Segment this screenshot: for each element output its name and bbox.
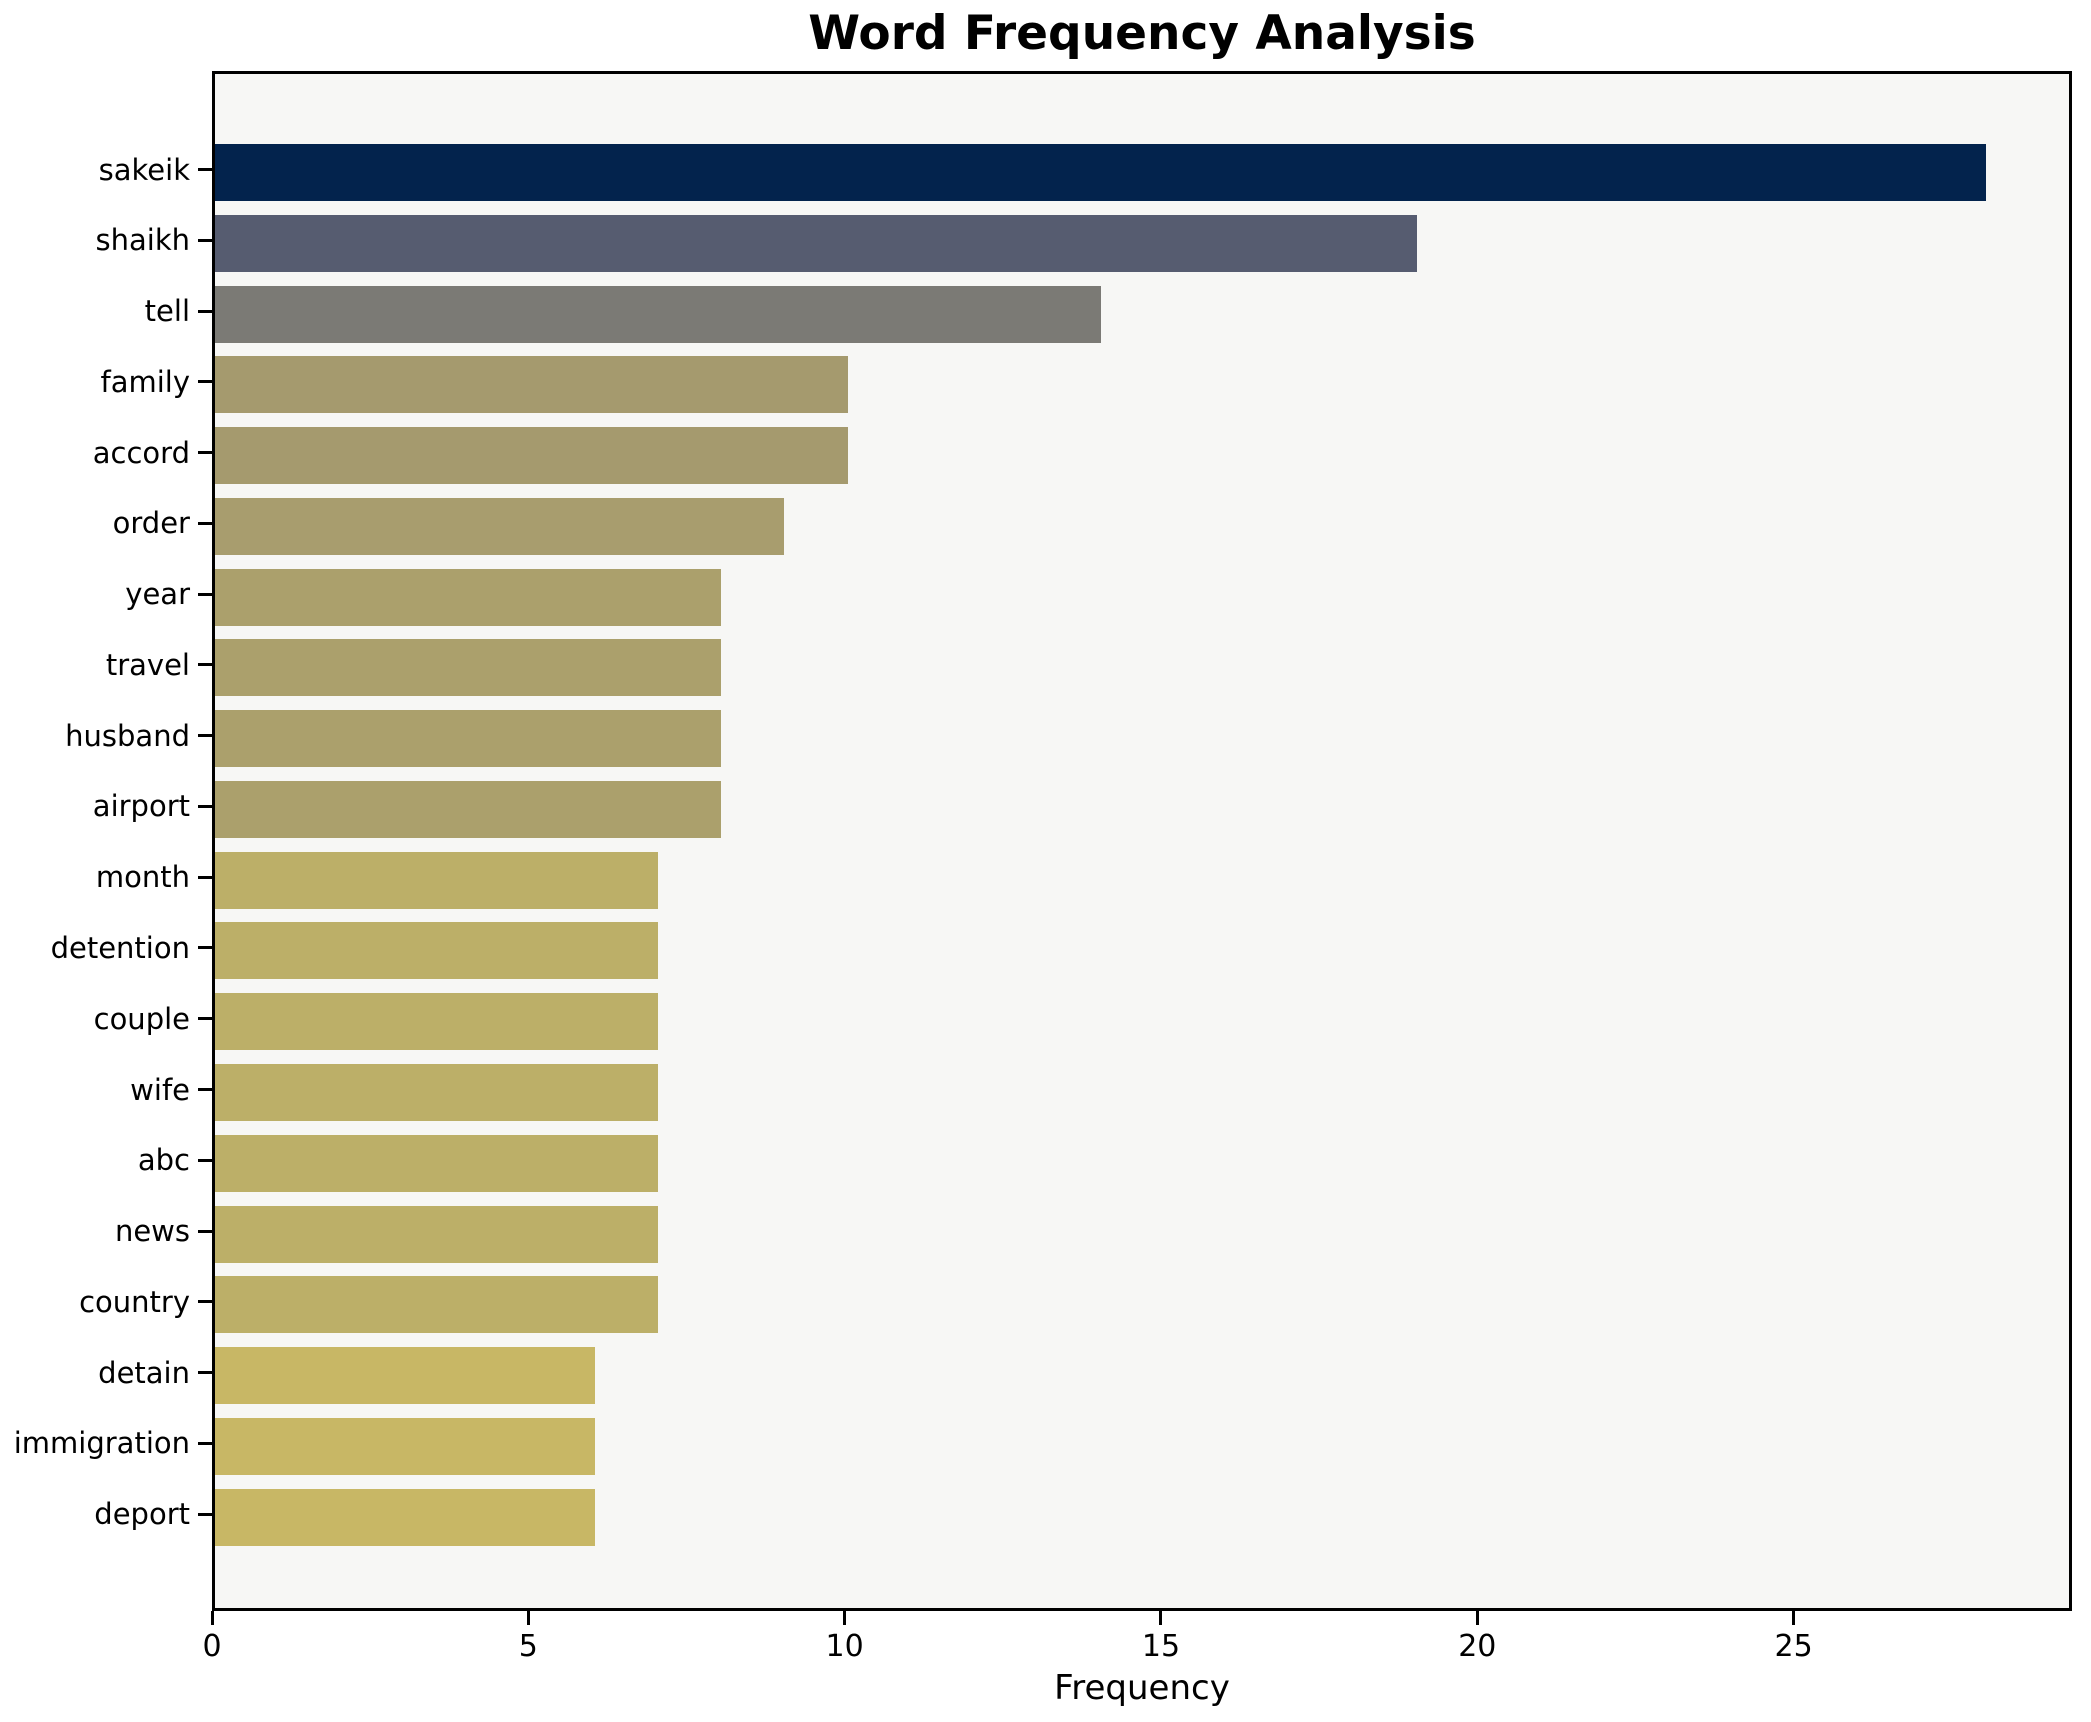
y-tick-label-abc: abc	[137, 1143, 190, 1178]
y-tick-detain	[198, 1371, 212, 1375]
y-tick-label-accord: accord	[92, 435, 190, 470]
y-tick-travel	[198, 663, 212, 667]
bar-month	[215, 851, 658, 909]
y-tick-airport	[198, 804, 212, 808]
x-tick-label-25: 25	[1774, 1629, 1813, 1664]
bar-news	[215, 1205, 658, 1263]
y-tick-label-tell: tell	[144, 294, 190, 329]
bar-travel	[215, 639, 722, 697]
y-tick-label-news: news	[114, 1214, 190, 1249]
y-tick-tell	[198, 309, 212, 313]
x-axis-label: Frequency	[1054, 1668, 1230, 1708]
bar-detain	[215, 1347, 595, 1405]
y-tick-immigration	[198, 1441, 212, 1445]
y-tick-order	[198, 521, 212, 525]
y-tick-year	[198, 592, 212, 596]
bar-year	[215, 568, 722, 626]
y-tick-label-year: year	[125, 577, 190, 612]
x-tick-label-20: 20	[1458, 1629, 1497, 1664]
bar-shaikh	[215, 214, 1418, 272]
y-tick-accord	[198, 451, 212, 455]
bar-immigration	[215, 1417, 595, 1475]
bar-country	[215, 1276, 658, 1334]
x-tick-label-0: 0	[202, 1629, 222, 1664]
plot-area	[212, 71, 2072, 1611]
y-tick-husband	[198, 734, 212, 738]
y-tick-country	[198, 1300, 212, 1304]
bar-detention	[215, 922, 658, 980]
bar-family	[215, 356, 848, 414]
y-tick-label-order: order	[112, 506, 190, 541]
y-tick-label-couple: couple	[93, 1001, 190, 1036]
y-tick-label-detention: detention	[50, 930, 190, 965]
y-tick-label-month: month	[95, 860, 190, 895]
y-tick-wife	[198, 1088, 212, 1091]
y-tick-label-shaikh: shaikh	[95, 223, 191, 258]
x-tick-10	[843, 1611, 847, 1625]
bar-tell	[215, 285, 1101, 343]
bar-deport	[215, 1488, 595, 1546]
bar-couple	[215, 993, 658, 1051]
y-tick-couple	[198, 1017, 212, 1021]
x-tick-label-15: 15	[1141, 1629, 1181, 1664]
y-tick-label-family: family	[100, 364, 190, 399]
bar-abc	[215, 1134, 658, 1192]
bar-order	[215, 497, 785, 555]
bar-accord	[215, 427, 848, 485]
y-tick-label-country: country	[79, 1284, 190, 1319]
y-tick-abc	[198, 1158, 212, 1162]
bar-wife	[215, 1064, 658, 1121]
y-tick-month	[198, 875, 212, 879]
y-tick-label-immigration: immigration	[13, 1426, 190, 1461]
x-tick-5	[526, 1611, 530, 1625]
chart-title: Word Frequency Analysis	[808, 6, 1476, 61]
y-tick-sakeik	[198, 168, 212, 171]
y-tick-news	[198, 1229, 212, 1233]
x-tick-15	[1159, 1611, 1163, 1625]
y-tick-label-travel: travel	[105, 647, 190, 682]
bar-sakeik	[215, 144, 1987, 201]
bar-airport	[215, 780, 722, 838]
y-tick-detention	[198, 946, 212, 950]
x-tick-0	[210, 1611, 214, 1625]
x-tick-label-5: 5	[518, 1629, 538, 1664]
y-tick-label-sakeik: sakeik	[98, 152, 190, 187]
x-tick-25	[1792, 1611, 1796, 1625]
y-tick-deport	[198, 1512, 212, 1516]
y-tick-family	[198, 380, 212, 384]
y-tick-shaikh	[198, 238, 212, 242]
x-tick-label-10: 10	[825, 1629, 864, 1664]
bar-husband	[215, 710, 722, 768]
y-tick-label-detain: detain	[98, 1355, 190, 1390]
y-tick-label-deport: deport	[94, 1497, 190, 1532]
y-tick-label-wife: wife	[130, 1072, 190, 1107]
y-tick-label-husband: husband	[65, 718, 190, 753]
x-tick-20	[1475, 1611, 1479, 1625]
y-tick-label-airport: airport	[92, 789, 190, 824]
